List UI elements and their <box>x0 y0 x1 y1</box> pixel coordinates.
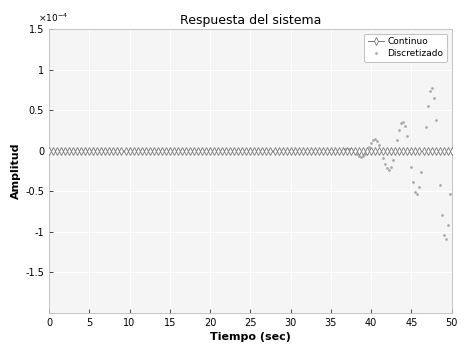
Legend: Continuo, Discretizado: Continuo, Discretizado <box>364 34 447 61</box>
Discretizado <box>443 237 448 241</box>
Continuo <box>147 149 152 153</box>
Continuo <box>46 149 52 153</box>
Discretizado <box>193 149 199 153</box>
Discretizado <box>449 149 454 153</box>
Line: Discretizado: Discretizado <box>48 87 453 241</box>
Discretizado <box>83 149 88 153</box>
Text: $\times 10^{-4}$: $\times 10^{-4}$ <box>38 11 68 24</box>
Discretizado <box>215 149 221 153</box>
Continuo <box>288 149 294 153</box>
Y-axis label: Amplitud: Amplitud <box>11 143 21 199</box>
Discretizado <box>264 149 269 153</box>
Continuo <box>449 149 454 153</box>
Line: Continuo: Continuo <box>46 148 454 154</box>
Continuo <box>328 149 334 153</box>
Continuo <box>231 149 237 153</box>
X-axis label: Tiempo (sec): Tiempo (sec) <box>210 332 291 342</box>
Continuo <box>75 149 80 153</box>
Discretizado <box>46 149 52 153</box>
Title: Respuesta del sistema: Respuesta del sistema <box>180 13 321 26</box>
Continuo <box>348 149 354 153</box>
Discretizado <box>415 192 420 196</box>
Discretizado <box>429 86 434 90</box>
Discretizado <box>48 149 54 153</box>
